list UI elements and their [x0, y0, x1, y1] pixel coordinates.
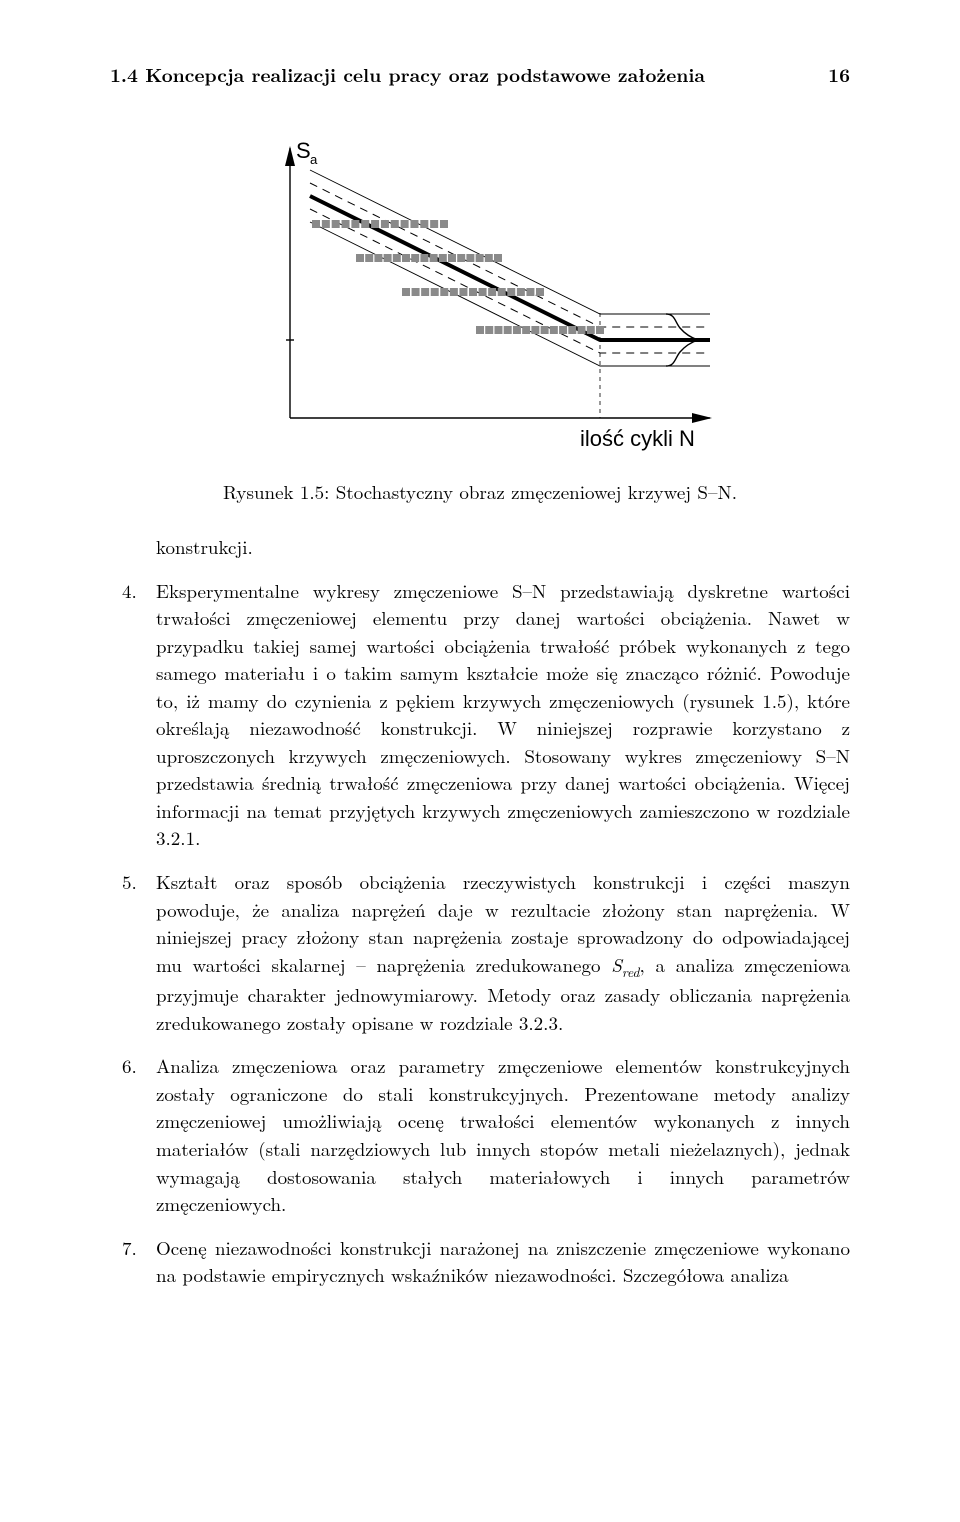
item-number: 5. — [122, 868, 137, 896]
symbol-s: S — [611, 951, 622, 978]
section-title: 1.4 Koncepcja realizacji celu pracy oraz… — [110, 60, 705, 88]
page-number: 16 — [828, 60, 850, 88]
paragraph-continuation: konstrukcji. — [110, 533, 850, 561]
item-text: Analiza zmęczeniowa oraz parametry zmęcz… — [156, 1052, 850, 1217]
svg-text:a: a — [310, 152, 318, 167]
figure-sn-curve: Sa ilość cykli N — [220, 118, 740, 458]
figure-caption: Rysunek 1.5: Stochastyczny obraz zmęczen… — [110, 478, 850, 505]
item-number: 4. — [122, 577, 137, 605]
running-header: 1.4 Koncepcja realizacji celu pracy oraz… — [110, 60, 850, 88]
svg-text:ilość cykli N: ilość cykli N — [580, 426, 695, 451]
item-number: 6. — [122, 1052, 137, 1080]
symbol-sub: red — [622, 961, 640, 980]
item-number: 7. — [122, 1234, 137, 1262]
item-text: Eksperymentalne wykresy zmęczeniowe S–N … — [156, 577, 850, 852]
page: 1.4 Koncepcja realizacji celu pracy oraz… — [0, 0, 960, 1522]
sn-diagram-svg: Sa ilość cykli N — [220, 118, 740, 458]
list-item-6: 6. Analiza zmęczeniowa oraz parametry zm… — [110, 1052, 850, 1217]
list-item-5: 5. Kształt oraz sposób obciążenia rzeczy… — [110, 868, 850, 1036]
assumption-list: 4. Eksperymentalne wykresy zmęczeniowe S… — [110, 577, 850, 1289]
list-item-4: 4. Eksperymentalne wykresy zmęczeniowe S… — [110, 577, 850, 852]
svg-text:S: S — [296, 138, 311, 163]
item-text: Ocenę niezawodności konstrukcji narażone… — [156, 1234, 850, 1289]
list-item-7: 7. Ocenę niezawodności konstrukcji naraż… — [110, 1234, 850, 1289]
